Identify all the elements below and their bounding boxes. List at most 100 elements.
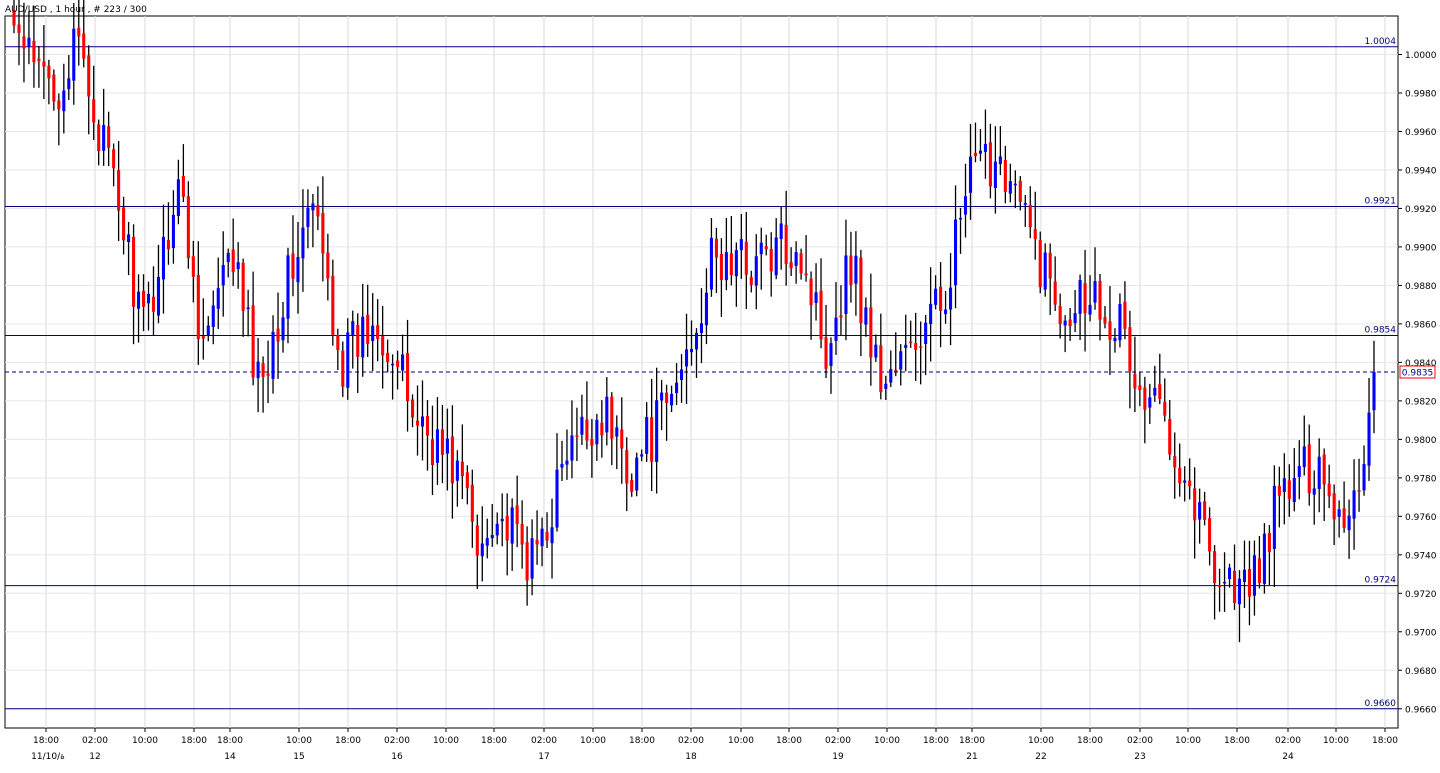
candle-body-bearish xyxy=(784,224,788,265)
candle-body-bearish xyxy=(1213,551,1217,584)
candle xyxy=(1128,310,1132,409)
candle-body-bullish xyxy=(794,252,798,266)
candle xyxy=(286,247,290,344)
candle-body-bearish xyxy=(919,346,923,348)
candle-body-bullish xyxy=(1043,252,1047,290)
candle xyxy=(1242,540,1247,609)
candle xyxy=(993,126,997,214)
candle xyxy=(480,506,484,582)
candle xyxy=(525,526,529,606)
y-tick-label: 0.9900 xyxy=(1405,243,1437,253)
candle-body-bullish xyxy=(570,435,574,461)
candle xyxy=(1093,247,1097,310)
candle xyxy=(122,196,126,255)
candle xyxy=(694,328,699,378)
y-tick-label: 0.9700 xyxy=(1405,628,1437,638)
candle-body-bullish xyxy=(1113,337,1117,342)
candle-body-bearish xyxy=(87,55,91,97)
candle-body-bearish xyxy=(914,343,918,350)
candle xyxy=(1237,570,1242,643)
candle-body-bearish xyxy=(764,246,768,250)
candle xyxy=(1267,525,1271,586)
candle xyxy=(904,314,908,372)
candle-body-bullish xyxy=(645,416,649,454)
y-tick-label: 0.9840 xyxy=(1405,359,1437,369)
candle xyxy=(62,63,66,134)
candle-body-bullish xyxy=(161,236,165,280)
candle-body-bearish xyxy=(849,255,853,285)
candle-body-bearish xyxy=(909,341,913,344)
candle-body-bullish xyxy=(615,427,619,437)
axis-layer: 1.0000 0.9980 0.9960 0.9940 0.9920 0.9900 0.98… xyxy=(31,51,1437,762)
candle-body-bullish xyxy=(1093,281,1097,303)
candle xyxy=(719,238,723,317)
candle-body-bullish xyxy=(401,354,405,371)
candle xyxy=(346,318,350,400)
candle-body-bearish xyxy=(525,542,529,581)
candle-body-bearish xyxy=(12,10,16,26)
y-tick-label: 0.9800 xyxy=(1405,436,1437,446)
candle xyxy=(1357,458,1361,512)
candle-body-bearish xyxy=(1267,533,1271,553)
candle-body-bearish xyxy=(112,149,116,169)
candle xyxy=(1178,443,1182,497)
candle-body-bearish xyxy=(57,100,61,110)
candle-body-bearish xyxy=(381,336,385,356)
level-label: 0.9660 xyxy=(1365,699,1397,709)
candle-body-bullish xyxy=(311,203,315,211)
candle xyxy=(1188,458,1192,500)
candle-body-bullish xyxy=(1347,515,1351,531)
candle xyxy=(92,65,96,140)
candle xyxy=(460,424,464,500)
candle-body-bearish xyxy=(804,273,808,276)
candle xyxy=(909,320,913,348)
candle-body-bullish xyxy=(605,396,609,433)
candle-body-bullish xyxy=(854,255,858,284)
candle-body-bullish xyxy=(1367,412,1371,466)
candle xyxy=(978,128,982,162)
candle xyxy=(1257,536,1261,589)
candle xyxy=(1232,544,1237,610)
candle xyxy=(1048,243,1052,315)
candle xyxy=(834,282,838,355)
candle-body-bullish xyxy=(281,317,285,341)
candle xyxy=(151,266,156,336)
candle-body-bearish xyxy=(251,305,255,378)
candle xyxy=(12,0,16,34)
candle xyxy=(859,249,863,357)
candle-body-bullish xyxy=(949,287,953,310)
candle xyxy=(1008,163,1012,203)
candle xyxy=(415,385,420,456)
candle xyxy=(445,408,449,491)
candle-body-bearish xyxy=(1058,306,1062,325)
candle xyxy=(983,109,987,179)
candle xyxy=(1153,365,1157,402)
y-tick-label: 0.9760 xyxy=(1405,513,1437,523)
candle-body-bearish xyxy=(331,275,335,335)
x-date-label: 21 xyxy=(966,752,977,762)
candle-body-bullish xyxy=(1292,477,1296,503)
x-tick-label: 02:00 xyxy=(82,736,108,746)
candle xyxy=(57,93,61,146)
candle-body-bearish xyxy=(1277,485,1281,496)
candle-body-bearish xyxy=(122,207,126,241)
candle-body-bearish xyxy=(261,363,265,377)
candle xyxy=(874,334,878,362)
candle xyxy=(645,402,649,462)
candle-body-bearish xyxy=(440,429,444,455)
candle xyxy=(1252,540,1256,616)
candle-body-bullish xyxy=(739,239,743,251)
candle-body-bullish xyxy=(1372,372,1376,411)
candle xyxy=(535,510,539,565)
candle xyxy=(709,218,713,297)
candle-body-bullish xyxy=(455,460,459,481)
candle-body-bearish xyxy=(191,256,195,277)
candle-body-bearish xyxy=(1247,568,1252,597)
candle-body-bearish xyxy=(1123,301,1127,329)
candle-body-bearish xyxy=(430,439,435,465)
candle-body-bearish xyxy=(744,241,748,275)
candle-body-bullish xyxy=(1118,304,1122,341)
candle xyxy=(660,379,664,431)
candle-body-bearish xyxy=(1173,456,1177,468)
candle xyxy=(1322,448,1326,522)
